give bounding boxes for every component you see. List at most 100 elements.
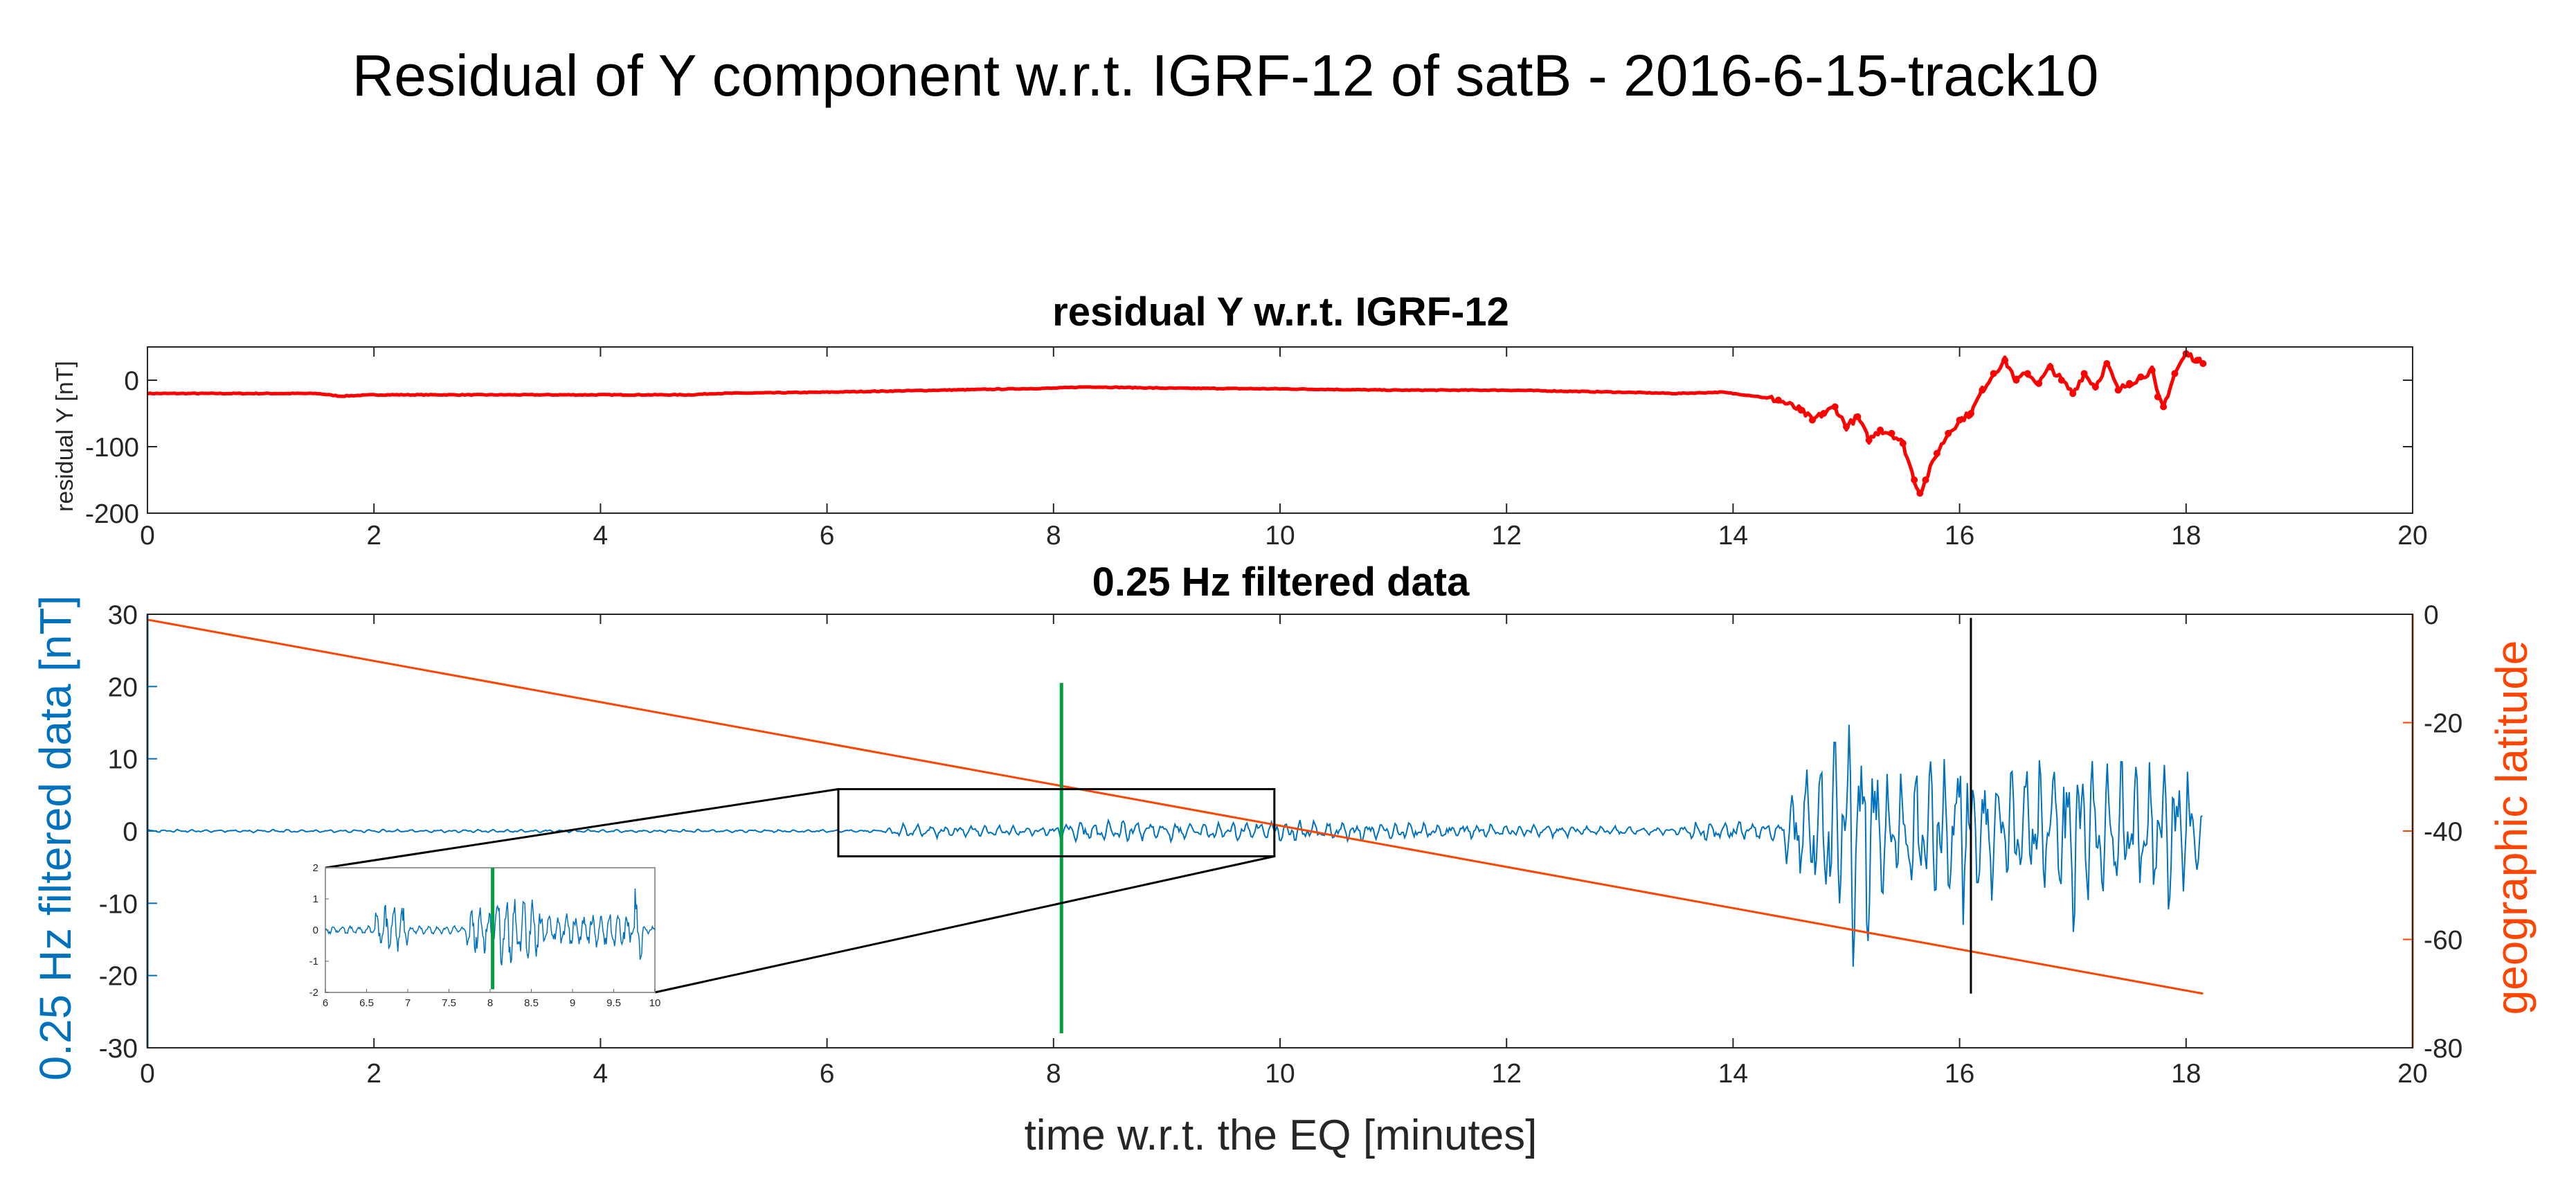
bottom-panel-xlabel: time w.r.t. the EQ [minutes] — [1025, 1112, 1538, 1159]
top-x-tick-label: 6 — [820, 521, 835, 551]
top-panel-frame — [147, 346, 2413, 514]
bottom-x-tick-label: 8 — [1046, 1059, 1061, 1089]
inset-x-tick-label: 9 — [570, 997, 575, 1009]
inset-y-tick-label: 2 — [313, 862, 318, 874]
bottom-y-left-tick-label: -20 — [99, 962, 138, 992]
figure-suptitle: Residual of Y component w.r.t. IGRF-12 o… — [352, 43, 2099, 108]
residual-y-point — [1820, 410, 1828, 417]
residual-y-point — [1831, 403, 1839, 411]
residual-y-point — [2046, 363, 2054, 371]
residual-y-point — [1922, 476, 1929, 483]
top-x-tick-label: 20 — [2397, 521, 2427, 551]
top-y-tick-label: 0 — [124, 366, 139, 396]
inset-y-tick-label: -2 — [309, 987, 318, 999]
residual-y-point — [2154, 393, 2161, 400]
bottom-panel-marks — [147, 618, 2204, 1034]
residual-y-point — [2057, 377, 2065, 384]
residual-y-point — [1865, 436, 1873, 444]
bottom-panel: 0.25 Hz filtered data 0.25 Hz filtered d… — [30, 560, 2537, 1159]
bottom-panel-ylabel-left: 0.25 Hz filtered data [nT] — [30, 596, 80, 1081]
inset-x-tick-label: 6 — [323, 997, 328, 1009]
inset-x-tick-label: 10 — [649, 997, 661, 1009]
top-x-tick-label: 8 — [1046, 521, 1061, 551]
top-x-tick-label: 2 — [366, 521, 381, 551]
top-panel-ticks: 0 2 4 6 8 10 12 14 16 18 20 0 -100 -200 — [85, 347, 2428, 551]
filtered-data-series — [147, 724, 2203, 967]
bottom-x-tick-label: 12 — [1492, 1059, 1522, 1089]
bottom-y-left-tick-label: -10 — [99, 889, 138, 919]
residual-y-point — [1990, 370, 1997, 377]
residual-y-point — [1888, 429, 1895, 437]
zoom-connector-lower — [654, 855, 1275, 994]
residual-y-point — [2171, 370, 2179, 377]
top-x-tick-label: 16 — [1945, 521, 1974, 551]
top-x-tick-label: 4 — [593, 521, 609, 551]
zoom-box — [837, 787, 1276, 858]
bottom-panel-title: 0.25 Hz filtered data — [1092, 560, 1470, 605]
residual-y-point — [1911, 476, 1918, 483]
top-panel-marks — [147, 350, 2207, 497]
top-y-tick-label: -100 — [85, 433, 139, 463]
residual-y-point — [1933, 449, 1940, 457]
residual-y-point — [2035, 380, 2043, 387]
residual-y-point — [1916, 490, 1924, 497]
zoom-connector-upper — [325, 788, 839, 869]
residual-y-point — [2080, 370, 2088, 377]
top-panel: residual Y w.r.t. IGRF-12 residual Y [nT… — [52, 289, 2428, 551]
inset-y-tick-label: 1 — [313, 893, 318, 905]
bottom-y-right-tick-label: -60 — [2424, 926, 2462, 956]
residual-y-point — [2103, 360, 2111, 367]
top-x-tick-label: 12 — [1492, 521, 1522, 551]
top-panel-ylabel: residual Y [nT] — [52, 361, 78, 512]
residual-y-point — [2114, 386, 2122, 394]
residual-y-point — [2137, 373, 2145, 381]
inset-x-tick-label: 8.5 — [524, 997, 539, 1009]
geographic-latitude-series — [147, 618, 2204, 995]
bottom-y-right-tick-label: -80 — [2424, 1034, 2462, 1064]
bottom-y-left-tick-label: 10 — [108, 745, 138, 775]
bottom-x-tick-label: 18 — [2171, 1059, 2201, 1089]
residual-y-point — [2091, 383, 2099, 391]
inset-x-tick-label: 8 — [487, 997, 493, 1009]
top-x-tick-label: 18 — [2171, 521, 2201, 551]
residual-y-point — [2126, 380, 2133, 387]
residual-y-point — [1945, 429, 1952, 437]
bottom-x-tick-label: 0 — [140, 1059, 155, 1089]
residual-y-point — [2024, 370, 2031, 377]
top-y-tick-label: -200 — [85, 499, 139, 529]
residual-y-point — [2001, 357, 2009, 364]
residual-y-point — [1979, 386, 1986, 394]
bottom-x-tick-label: 4 — [593, 1059, 609, 1089]
top-panel-title: residual Y w.r.t. IGRF-12 — [1052, 289, 1509, 334]
residual-y-point — [2012, 377, 2020, 384]
bottom-x-tick-label: 16 — [1945, 1059, 1974, 1089]
residual-y-point — [2160, 403, 2168, 411]
inset-filtered-series — [325, 888, 656, 965]
bottom-y-right-tick-label: -40 — [2424, 817, 2462, 847]
residual-y-series — [147, 350, 2204, 496]
inset-y-tick-label: 0 — [313, 925, 318, 936]
bottom-x-tick-label: 10 — [1265, 1059, 1295, 1089]
top-x-tick-label: 14 — [1718, 521, 1748, 551]
bottom-panel-frame — [147, 614, 2413, 1048]
top-x-tick-label: 10 — [1265, 521, 1295, 551]
inset-frame — [325, 867, 656, 993]
residual-y-point — [1774, 396, 1782, 404]
inset-x-tick-label: 7 — [405, 997, 411, 1009]
residual-y-point — [1877, 427, 1884, 434]
inset-x-tick-label: 9.5 — [606, 997, 621, 1009]
bottom-y-left-tick-label: 30 — [108, 600, 138, 630]
residual-y-point — [1797, 407, 1805, 414]
residual-y-point — [1967, 410, 1974, 417]
bottom-panel-ylabel-right: geographic latitude — [2487, 641, 2537, 1015]
residual-y-point — [1843, 423, 1850, 431]
bottom-y-left-tick-label: 20 — [108, 672, 138, 702]
residual-y-point — [2194, 357, 2201, 364]
residual-y-point — [2199, 360, 2207, 367]
residual-y-point — [1899, 440, 1907, 447]
inset-x-tick-label: 7.5 — [442, 997, 456, 1009]
residual-y-point — [1808, 416, 1816, 424]
